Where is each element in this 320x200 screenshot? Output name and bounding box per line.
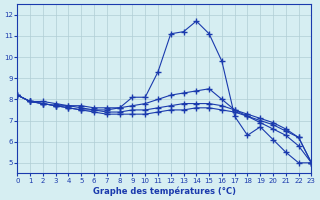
X-axis label: Graphe des températures (°C): Graphe des températures (°C) [93, 186, 236, 196]
